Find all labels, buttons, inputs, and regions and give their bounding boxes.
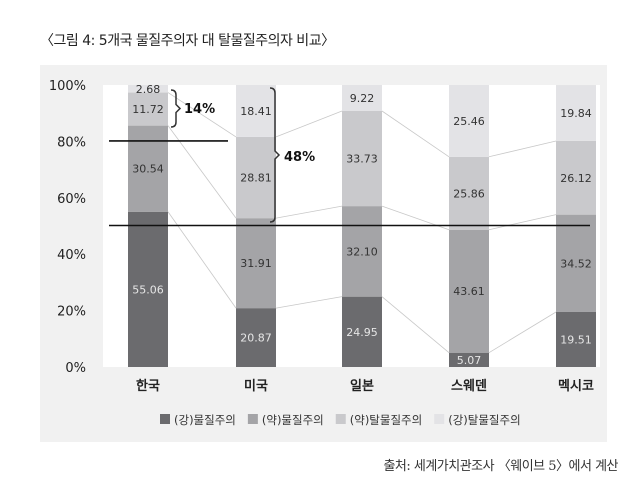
data-label: 34.52 (560, 257, 592, 270)
bar-segment (556, 140, 596, 215)
data-label: 28.81 (240, 172, 272, 185)
bar-segment (449, 352, 489, 367)
connector-line (275, 110, 343, 138)
y-tick-label: 40% (57, 248, 86, 263)
legend-swatch (247, 414, 258, 424)
data-label: 26.12 (560, 172, 592, 185)
bar-segment (556, 85, 596, 141)
x-tick-label: 한국 (136, 378, 160, 394)
bar-segment (556, 214, 596, 312)
connector-line (381, 110, 450, 158)
data-label: 31.91 (240, 257, 272, 270)
bar-segment (128, 125, 168, 212)
bar-segment (236, 308, 276, 367)
legend-label: (강)물질주의 (174, 413, 236, 427)
bar-segment (128, 211, 168, 367)
x-tick-label: 일본 (350, 379, 374, 394)
y-tick-label: 0% (65, 361, 86, 376)
connector-line (488, 311, 557, 354)
data-label: 43.61 (453, 285, 485, 298)
bar-segment (128, 85, 168, 93)
bar-segment (556, 311, 596, 367)
data-label: 55.06 (132, 283, 164, 296)
bar-segment (342, 296, 382, 367)
connector-line (167, 211, 237, 309)
x-tick-label: 미국 (244, 378, 268, 394)
data-label: 32.10 (346, 245, 378, 258)
y-tick-label: 60% (57, 192, 86, 207)
data-label: 2.68 (136, 83, 161, 96)
bar-segment (128, 92, 168, 126)
data-label: 25.46 (453, 115, 485, 128)
bar-segment (236, 218, 276, 309)
bar-segment (236, 85, 276, 137)
annotation-label: 48% (284, 150, 315, 165)
legend-label: (약)탈물질주의 (350, 413, 422, 427)
bar-segment (236, 136, 276, 219)
x-tick-label: 스웨덴 (451, 378, 487, 394)
source-note: 출처: 세계가치관조사 〈웨이브 5〉에서 계산 (383, 459, 618, 474)
bar-segment (449, 85, 489, 157)
data-label: 30.54 (132, 163, 164, 176)
data-label: 5.07 (457, 354, 482, 367)
y-tick-label: 80% (57, 135, 86, 150)
y-tick-label: 100% (49, 79, 86, 94)
x-tick-label: 멕시코 (558, 378, 594, 394)
brace-14 (170, 89, 182, 128)
connector-line (381, 296, 450, 354)
legend-swatch (335, 414, 346, 424)
bar-segment (449, 156, 489, 230)
figure-title: 〈그림 4: 5개국 물질주의자 대 탈물질주의자 비교〉 (40, 33, 335, 49)
connector-line (488, 140, 557, 158)
brace-48 (269, 87, 281, 223)
legend-swatch (160, 414, 170, 424)
data-label: 25.86 (453, 187, 485, 200)
data-label: 33.73 (346, 153, 378, 166)
bar-segment (342, 85, 382, 112)
bar-segment (342, 206, 382, 297)
connector-line (488, 214, 557, 231)
data-label: 11.72 (132, 103, 164, 116)
y-tick-label: 20% (57, 305, 86, 320)
data-label: 24.95 (346, 326, 378, 339)
annotation-label: 14% (184, 102, 215, 117)
data-label: 9.22 (350, 92, 375, 105)
connector-line (275, 296, 343, 309)
legend-label: (약)물질주의 (262, 413, 324, 427)
data-label: 20.87 (240, 332, 272, 345)
data-label: 19.51 (560, 333, 592, 346)
legend-swatch (434, 414, 445, 424)
data-label: 18.41 (240, 105, 272, 118)
data-label: 19.84 (560, 107, 592, 120)
connector-line (167, 92, 237, 138)
connector-line (275, 205, 343, 219)
bar-segment (342, 111, 382, 207)
legend-label: (강)탈물질주의 (448, 413, 520, 427)
bar-segment (449, 229, 489, 353)
